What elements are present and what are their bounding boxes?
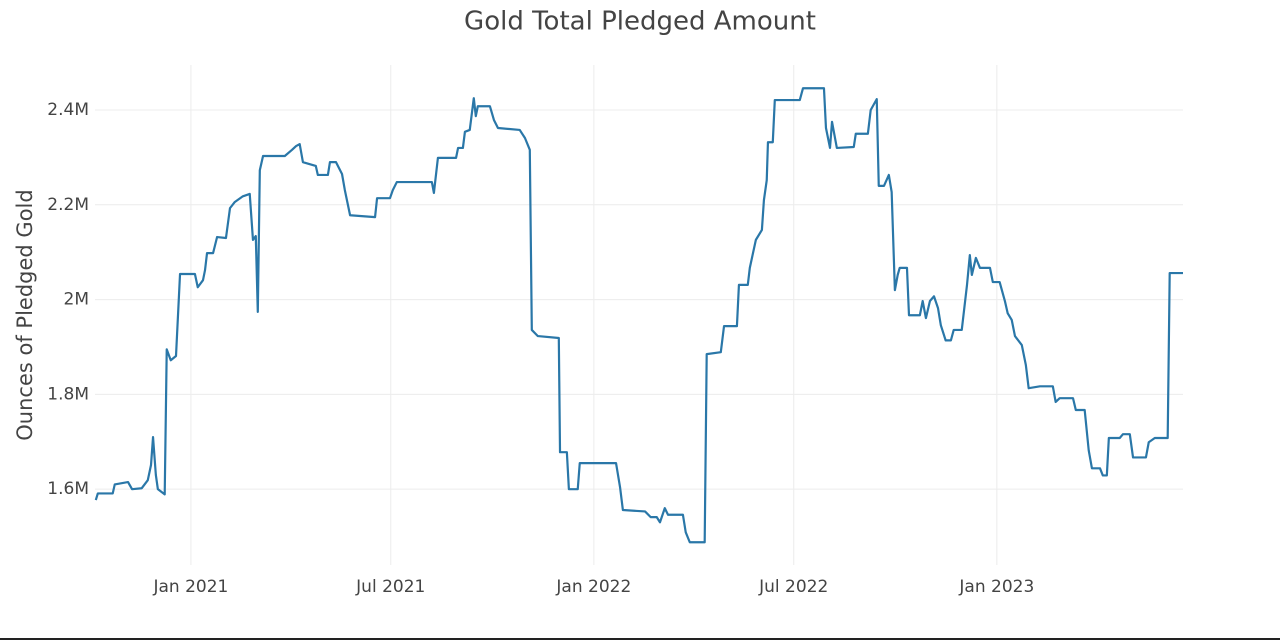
y-tick-label: 2.2M [47,195,89,215]
y-tick-label: 1.6M [47,479,89,499]
y-tick-label: 1.8M [47,384,89,404]
data-line [94,87,1183,544]
y-tick-label: 2.4M [47,100,89,120]
chart-title: Gold Total Pledged Amount [464,7,816,37]
x-tick-label: Jul 2021 [355,577,425,597]
x-tick-label: Jan 2021 [152,577,228,597]
x-tick-label: Jan 2023 [958,577,1034,597]
y-tick-label: 2M [64,290,89,310]
x-tick-label: Jan 2022 [555,577,631,597]
y-axis-label: Ounces of Pledged Gold [13,189,37,440]
x-tick-label: Jul 2022 [758,577,828,597]
